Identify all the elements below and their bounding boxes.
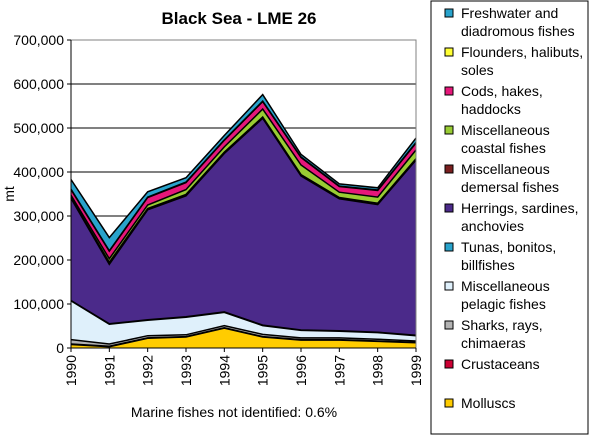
- y-tick-label: 200,000: [13, 252, 64, 268]
- area-boundary-6: [70, 115, 417, 264]
- legend-label: anchovies: [461, 218, 524, 234]
- x-tick-label: 1993: [178, 355, 194, 386]
- area-series-3: [71, 300, 416, 344]
- area-boundary-1: [70, 327, 417, 347]
- y-tick-label: 500,000: [13, 120, 64, 136]
- area-series-5: [71, 118, 416, 336]
- area-boundary-10: [70, 93, 417, 239]
- legend-label: Miscellaneous: [461, 161, 550, 177]
- legend-box: [430, 0, 589, 435]
- area-boundary-5: [70, 117, 417, 266]
- legend-label: Miscellaneous: [461, 278, 550, 294]
- legend-label: Sharks, rays,: [461, 317, 543, 333]
- area-boundary-4: [70, 299, 417, 336]
- x-tick-label: 1994: [216, 355, 232, 386]
- area-boundary-7: [70, 107, 417, 261]
- legend-swatch: [444, 320, 454, 330]
- plot-area: [70, 39, 417, 349]
- y-tick-label: 700,000: [13, 32, 64, 48]
- x-tick-label: 1999: [408, 355, 424, 386]
- area-series-0: [71, 328, 416, 348]
- axes: 0 100,000 200,000 300,000 400,000 500,000 600,…: [13, 32, 424, 386]
- legend-swatch: [444, 8, 454, 18]
- legend-swatch: [444, 125, 454, 135]
- chart-title: Black Sea - LME 26: [162, 9, 317, 28]
- legend-label: coastal fishes: [461, 140, 546, 156]
- legend-label: Miscellaneous: [461, 122, 550, 138]
- legend-label: Crustaceans: [461, 356, 540, 372]
- legend-label: pelagic fishes: [461, 296, 546, 312]
- legend-label: Molluscs: [461, 395, 515, 411]
- legend-label: Freshwater and: [461, 5, 558, 21]
- y-tick-label: 0: [56, 340, 64, 356]
- legend-swatch: [444, 398, 454, 408]
- y-axis-label: mt: [1, 186, 17, 202]
- area-series-10: [71, 94, 416, 251]
- x-tick-label: 1998: [370, 355, 386, 386]
- x-tick-label: 1997: [331, 355, 347, 386]
- legend-swatch: [444, 47, 454, 57]
- area-boundary-2: [70, 324, 417, 345]
- legend-label: demersal fishes: [461, 179, 559, 195]
- legend-label: billfishes: [461, 257, 515, 273]
- legend-swatch: [444, 281, 454, 291]
- legend-swatch: [444, 86, 454, 96]
- legend-label: Tunas, bonitos,: [461, 239, 556, 255]
- legend-label: soles: [461, 62, 494, 78]
- legend-swatch: [444, 359, 454, 369]
- chart-note: Marine fishes not identified: 0.6%: [131, 404, 337, 420]
- y-tick-label: 600,000: [13, 76, 64, 92]
- x-tick-label: 1990: [63, 355, 79, 386]
- x-tick-label: 1996: [293, 355, 309, 386]
- legend-swatch: [444, 164, 454, 174]
- x-tick-label: 1995: [255, 355, 271, 386]
- legend-swatch: [444, 242, 454, 252]
- legend-label: Herrings, sardines,: [461, 200, 579, 216]
- legend-label: Flounders, halibuts,: [461, 44, 583, 60]
- y-tick-label: 400,000: [13, 164, 64, 180]
- legend-label: haddocks: [461, 101, 521, 117]
- legend-label: diadromous fishes: [461, 23, 575, 39]
- x-tick-label: 1991: [101, 355, 117, 386]
- x-tick-label: 1992: [140, 355, 156, 386]
- legend-label: chimaeras: [461, 335, 526, 351]
- legend-swatch: [444, 203, 454, 213]
- legend: Freshwater and diadromous fishes Flounders…: [430, 0, 589, 435]
- legend-label: Cods, hakes,: [461, 83, 543, 99]
- area-boundary-9: [70, 100, 417, 253]
- y-tick-label: 300,000: [13, 208, 64, 224]
- y-tick-label: 100,000: [13, 296, 64, 312]
